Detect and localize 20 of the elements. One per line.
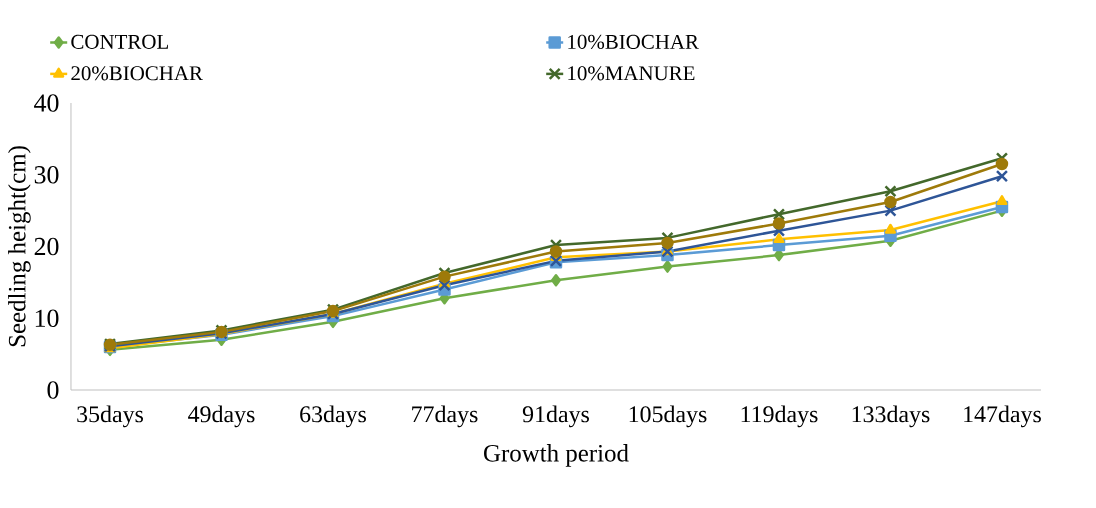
y-tick-label: 0 [47,381,59,399]
x-tick-label: 49days [188,405,255,428]
legend-label: 10%MANURE [568,66,695,81]
x-tick-label: 77days [412,405,478,428]
x-tick-label: 147days [964,405,1041,428]
x-tick-label: 105days [629,405,707,428]
x-tick-label: 91days [522,405,589,428]
y-tick-label: 20 [34,237,59,256]
legend-label: CONTROL [71,34,168,49]
y-tick-label: 30 [34,166,59,184]
x-tick-label: 133days [852,405,930,428]
x-tick-label: 119days [741,405,818,428]
legend-label: 10%BIOCHAR [568,34,699,49]
x-tick-label: 35days [77,405,143,428]
x-tick-label: 63days [300,405,366,428]
legend-label: 20%BIOCHAR [71,66,203,81]
y-tick-label: 10 [35,309,59,327]
x-axis-title: Growth period [484,444,629,467]
y-axis-title: Seedling height(cm) [8,146,31,347]
y-tick-label: 40 [34,94,59,112]
